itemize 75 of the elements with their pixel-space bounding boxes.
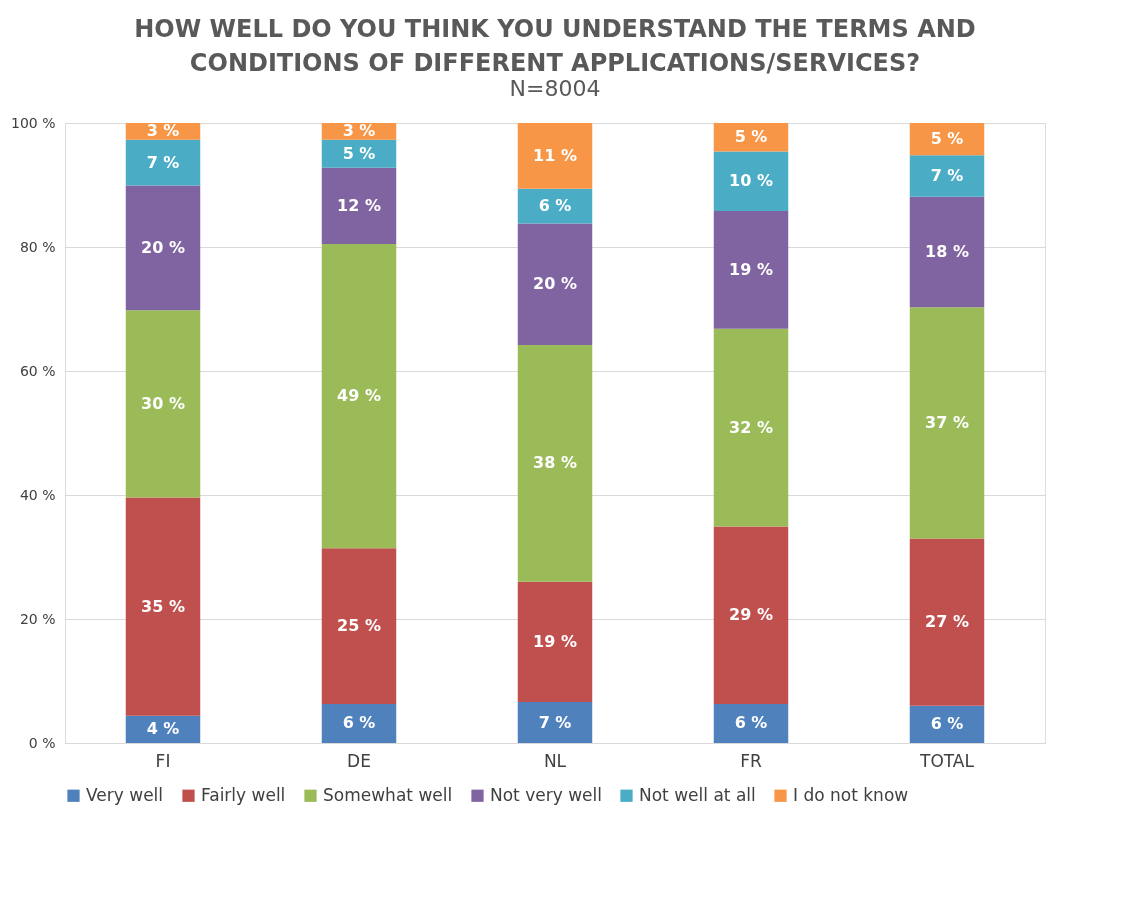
bar: [909, 155, 985, 197]
y-tick-label: 100 %: [11, 114, 56, 131]
bar: [713, 123, 789, 152]
bar: [713, 526, 789, 704]
data-label: 32 %: [729, 417, 773, 437]
bar: [517, 123, 593, 189]
legend-label: Fairly well: [201, 784, 286, 805]
bar: [125, 497, 201, 716]
data-label: 20 %: [141, 237, 185, 257]
data-label: 6 %: [734, 713, 768, 733]
data-label: 19 %: [533, 631, 577, 651]
x-tick-label: DE: [347, 750, 371, 771]
bar: [321, 548, 397, 704]
legend-label: I do not know: [793, 784, 909, 805]
data-label: 7 %: [146, 152, 180, 172]
y-tick-label: 60 %: [19, 362, 56, 379]
legend-label: Not well at all: [639, 784, 756, 805]
data-label: 37 %: [925, 412, 969, 432]
data-label: 4 %: [146, 719, 180, 739]
data-label: 18 %: [925, 241, 969, 261]
data-label: 25 %: [337, 616, 381, 636]
data-label: 29 %: [729, 605, 773, 625]
bar: [713, 703, 789, 743]
bar: [713, 328, 789, 527]
bar: [517, 581, 593, 703]
bar: [909, 307, 985, 539]
bar: [517, 344, 593, 582]
bar: [125, 310, 201, 498]
data-label: 3 %: [342, 121, 376, 141]
data-label: 35 %: [141, 596, 185, 616]
data-label: 6 %: [930, 714, 964, 734]
data-label: 11 %: [533, 145, 577, 165]
data-label: 6 %: [538, 196, 572, 216]
bar: [517, 223, 593, 345]
bar: [125, 185, 201, 311]
x-tick-label: TOTAL: [919, 750, 975, 771]
bar: [713, 211, 789, 329]
data-label: 5 %: [734, 127, 768, 147]
data-label: 12 %: [337, 195, 381, 215]
data-label: 5 %: [342, 143, 376, 163]
x-tick-label: FR: [740, 750, 762, 771]
y-tick-label: 80 %: [19, 238, 56, 255]
data-label: 20 %: [533, 274, 577, 294]
bar: [909, 123, 985, 156]
bar: [909, 705, 985, 743]
data-label: 3 %: [146, 121, 180, 141]
chart-title: HOW WELL DO YOU THINK YOU UNDERSTAND THE TERMS AND CONDITIONS OF DIFFERENT APPLICATIONS/SERVICES?: [134, 15, 976, 77]
data-label: 7 %: [930, 166, 964, 186]
data-label: 10 %: [729, 171, 773, 191]
data-label: 7 %: [538, 712, 572, 732]
data-label: 49 %: [337, 386, 381, 406]
y-tick-label: 20 %: [19, 610, 56, 627]
data-label: 5 %: [930, 129, 964, 149]
data-label: 38 %: [533, 453, 577, 473]
data-label: 30 %: [141, 393, 185, 413]
data-label: 27 %: [925, 612, 969, 632]
x-tick-label: FI: [155, 750, 171, 771]
legend-label: Somewhat well: [323, 784, 453, 805]
bar: [125, 139, 201, 186]
legend-label: Not very well: [490, 784, 602, 805]
data-label: 6 %: [342, 713, 376, 733]
legend-label: Very well: [86, 784, 164, 805]
data-label: 19 %: [729, 259, 773, 279]
chart-subtitle: N=8004: [509, 76, 601, 101]
bar: [517, 702, 593, 743]
bar: [321, 703, 397, 743]
bar: [909, 196, 985, 308]
bar: [909, 538, 985, 706]
bar: [321, 243, 397, 549]
bar: [713, 151, 789, 212]
y-tick-label: 40 %: [19, 486, 56, 503]
bar: [321, 167, 397, 244]
x-tick-label: NL: [543, 750, 567, 771]
bar: [321, 139, 397, 168]
y-tick-label: 0 %: [28, 734, 56, 751]
